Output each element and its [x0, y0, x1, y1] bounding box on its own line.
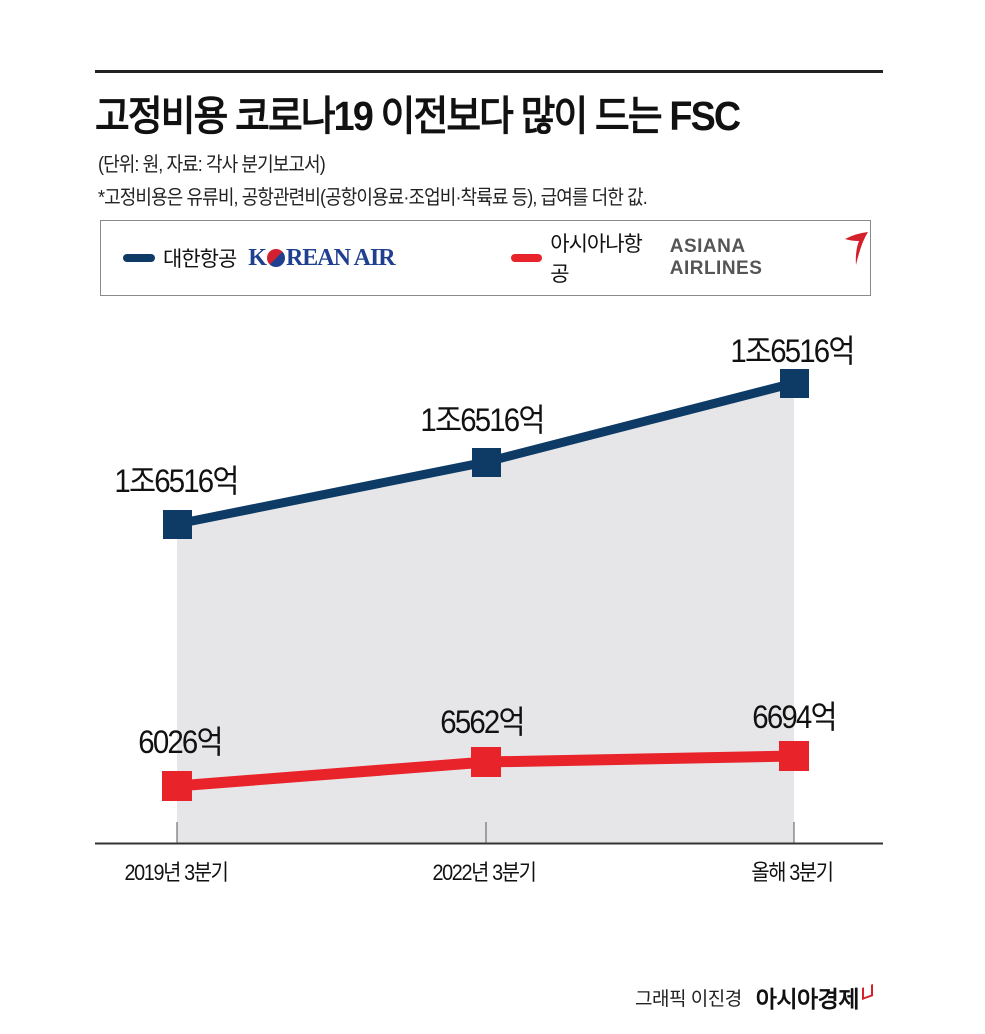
korean-air-logo-icon: K REAN AIR	[248, 244, 395, 271]
x-tick-label: 올해 3분기	[751, 860, 834, 885]
chart-title: 고정비용 코로나19 이전보다 많이 드는 FSC	[95, 93, 741, 139]
marker-asiana	[779, 741, 809, 771]
asiana-logo-icon: ASIANA AIRLINES	[669, 236, 763, 279]
unit-note: (단위: 원, 자료: 각사 분기보고서)	[98, 154, 326, 176]
marker-korean-air	[780, 369, 809, 398]
data-label-korean-air: 1조6516억	[420, 402, 545, 438]
footnote: *고정비용은 유류비, 공항관련비(공항이용료·조업비·착륙료 등), 급여를 …	[98, 187, 648, 209]
marker-asiana	[162, 771, 192, 801]
area-fill	[177, 383, 794, 843]
legend-item-korean-air: 대한항공 K REAN AIR	[123, 221, 396, 295]
marker-korean-air	[163, 510, 192, 539]
data-label-korean-air: 1조6516억	[114, 463, 239, 499]
x-tick-label: 2022년 3분기	[432, 860, 536, 885]
legend-item-asiana: 아시아나항공 ASIANA AIRLINES	[511, 221, 870, 295]
x-tick-label: 2019년 3분기	[124, 860, 228, 885]
data-label-korean-air: 1조6516억	[730, 333, 855, 369]
legend-line-korean-air-icon	[123, 254, 155, 262]
marker-korean-air	[472, 448, 501, 477]
graphic-credit: 그래픽 이진경	[635, 988, 742, 1010]
legend: 대한항공 K REAN AIR 아시아나항공 ASIANA AIRLINES	[100, 220, 871, 296]
credit: 그래픽 이진경 아시아경제	[635, 980, 873, 1014]
legend-label-asiana: 아시아나항공	[550, 233, 643, 286]
data-label-asiana: 6694억	[752, 699, 837, 735]
publisher-logo: 아시아경제	[755, 986, 860, 1012]
asiana-wing-icon	[844, 232, 868, 265]
publisher-mark-icon	[862, 983, 873, 1001]
legend-line-asiana-icon	[511, 254, 543, 262]
data-label-asiana: 6026억	[138, 724, 223, 760]
data-label-asiana: 6562억	[440, 704, 525, 740]
top-rule	[95, 70, 883, 73]
marker-asiana	[471, 747, 501, 777]
legend-label-korean-air: 대한항공	[163, 248, 237, 271]
